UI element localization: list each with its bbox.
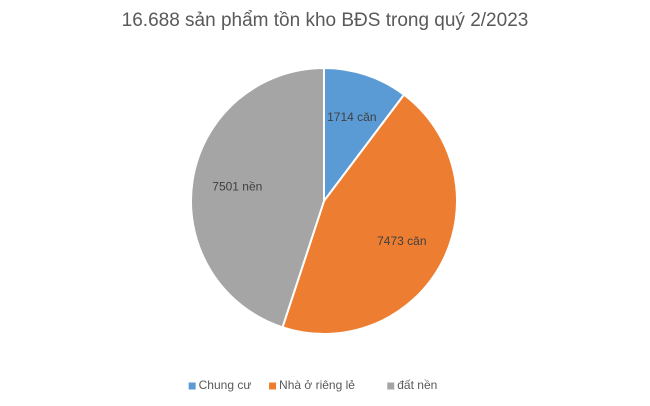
legend-label: Chung cư [199,378,252,392]
pie-slice [281,93,458,335]
data-label: 7501 nền [212,179,262,193]
legend-swatch [188,382,196,390]
chart-title: 16.688 sản phẩm tồn kho BĐS trong quý 2/… [122,10,529,31]
data-label: 7473 căn [377,234,426,248]
legend-swatch [269,382,277,390]
legend-label: đất nền [397,378,437,392]
legend-label: Nhà ở riêng lẻ [279,378,355,392]
pie-slice [323,66,406,204]
pie-slice [190,66,325,329]
legend-swatch [387,382,395,390]
data-label: 1714 căn [327,110,376,124]
